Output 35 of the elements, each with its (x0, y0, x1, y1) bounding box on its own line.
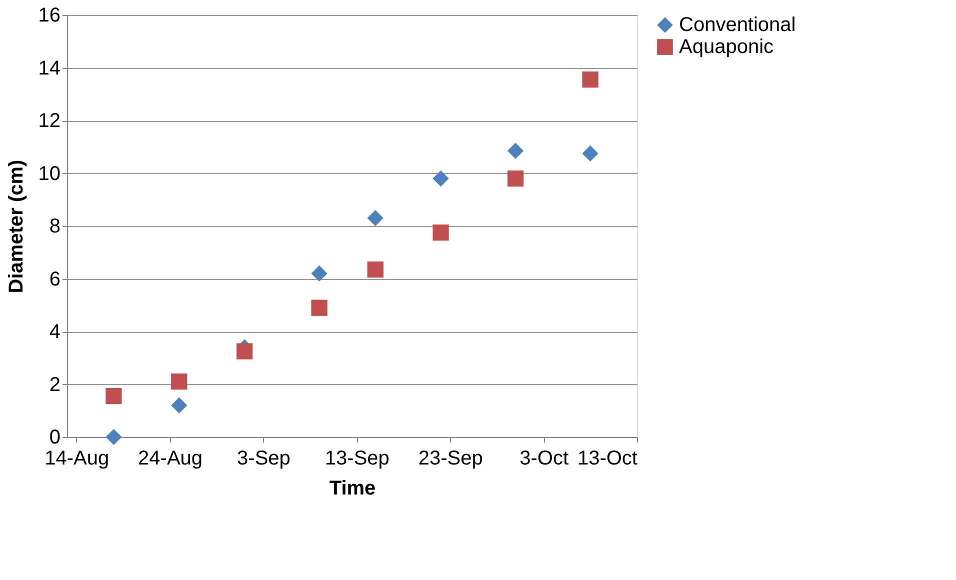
x-tick-label: 13-Oct (577, 448, 638, 470)
x-tick-label: 14-Aug (44, 448, 110, 470)
y-tick-label: 2 (49, 374, 60, 396)
point (582, 145, 598, 162)
point (311, 300, 328, 316)
point (432, 170, 449, 187)
point (432, 224, 449, 241)
point (582, 72, 598, 88)
point (106, 428, 122, 446)
y-tick-label: 8 (49, 216, 60, 238)
point (171, 397, 188, 414)
y-axis-title: Diameter (cm) (5, 160, 28, 294)
legend-label: Aquaponic (679, 36, 774, 58)
y-tick-label: 16 (38, 4, 60, 26)
y-tick-label: 0 (49, 426, 60, 448)
point (507, 170, 524, 187)
x-tick-label: 23-Sep (418, 448, 483, 470)
point (236, 343, 253, 360)
x-axis-title: Time (329, 478, 376, 500)
point (367, 261, 384, 278)
point (106, 388, 122, 404)
x-tick-label: 3-Sep (237, 448, 290, 470)
point (507, 142, 524, 159)
point (171, 374, 188, 390)
y-tick-label: 4 (49, 321, 60, 343)
legend-label: Conventional (679, 14, 796, 36)
y-tick-label: 12 (38, 110, 60, 132)
y-tick-label: 6 (49, 268, 60, 290)
y-tick-label: 10 (38, 162, 60, 185)
x-tick-label: 24-Aug (138, 448, 203, 470)
x-tick-label: 3-Oct (520, 448, 569, 470)
point (311, 265, 328, 282)
point (367, 210, 384, 226)
x-tick-label: 13-Sep (324, 448, 390, 470)
y-tick-label: 14 (38, 57, 60, 80)
